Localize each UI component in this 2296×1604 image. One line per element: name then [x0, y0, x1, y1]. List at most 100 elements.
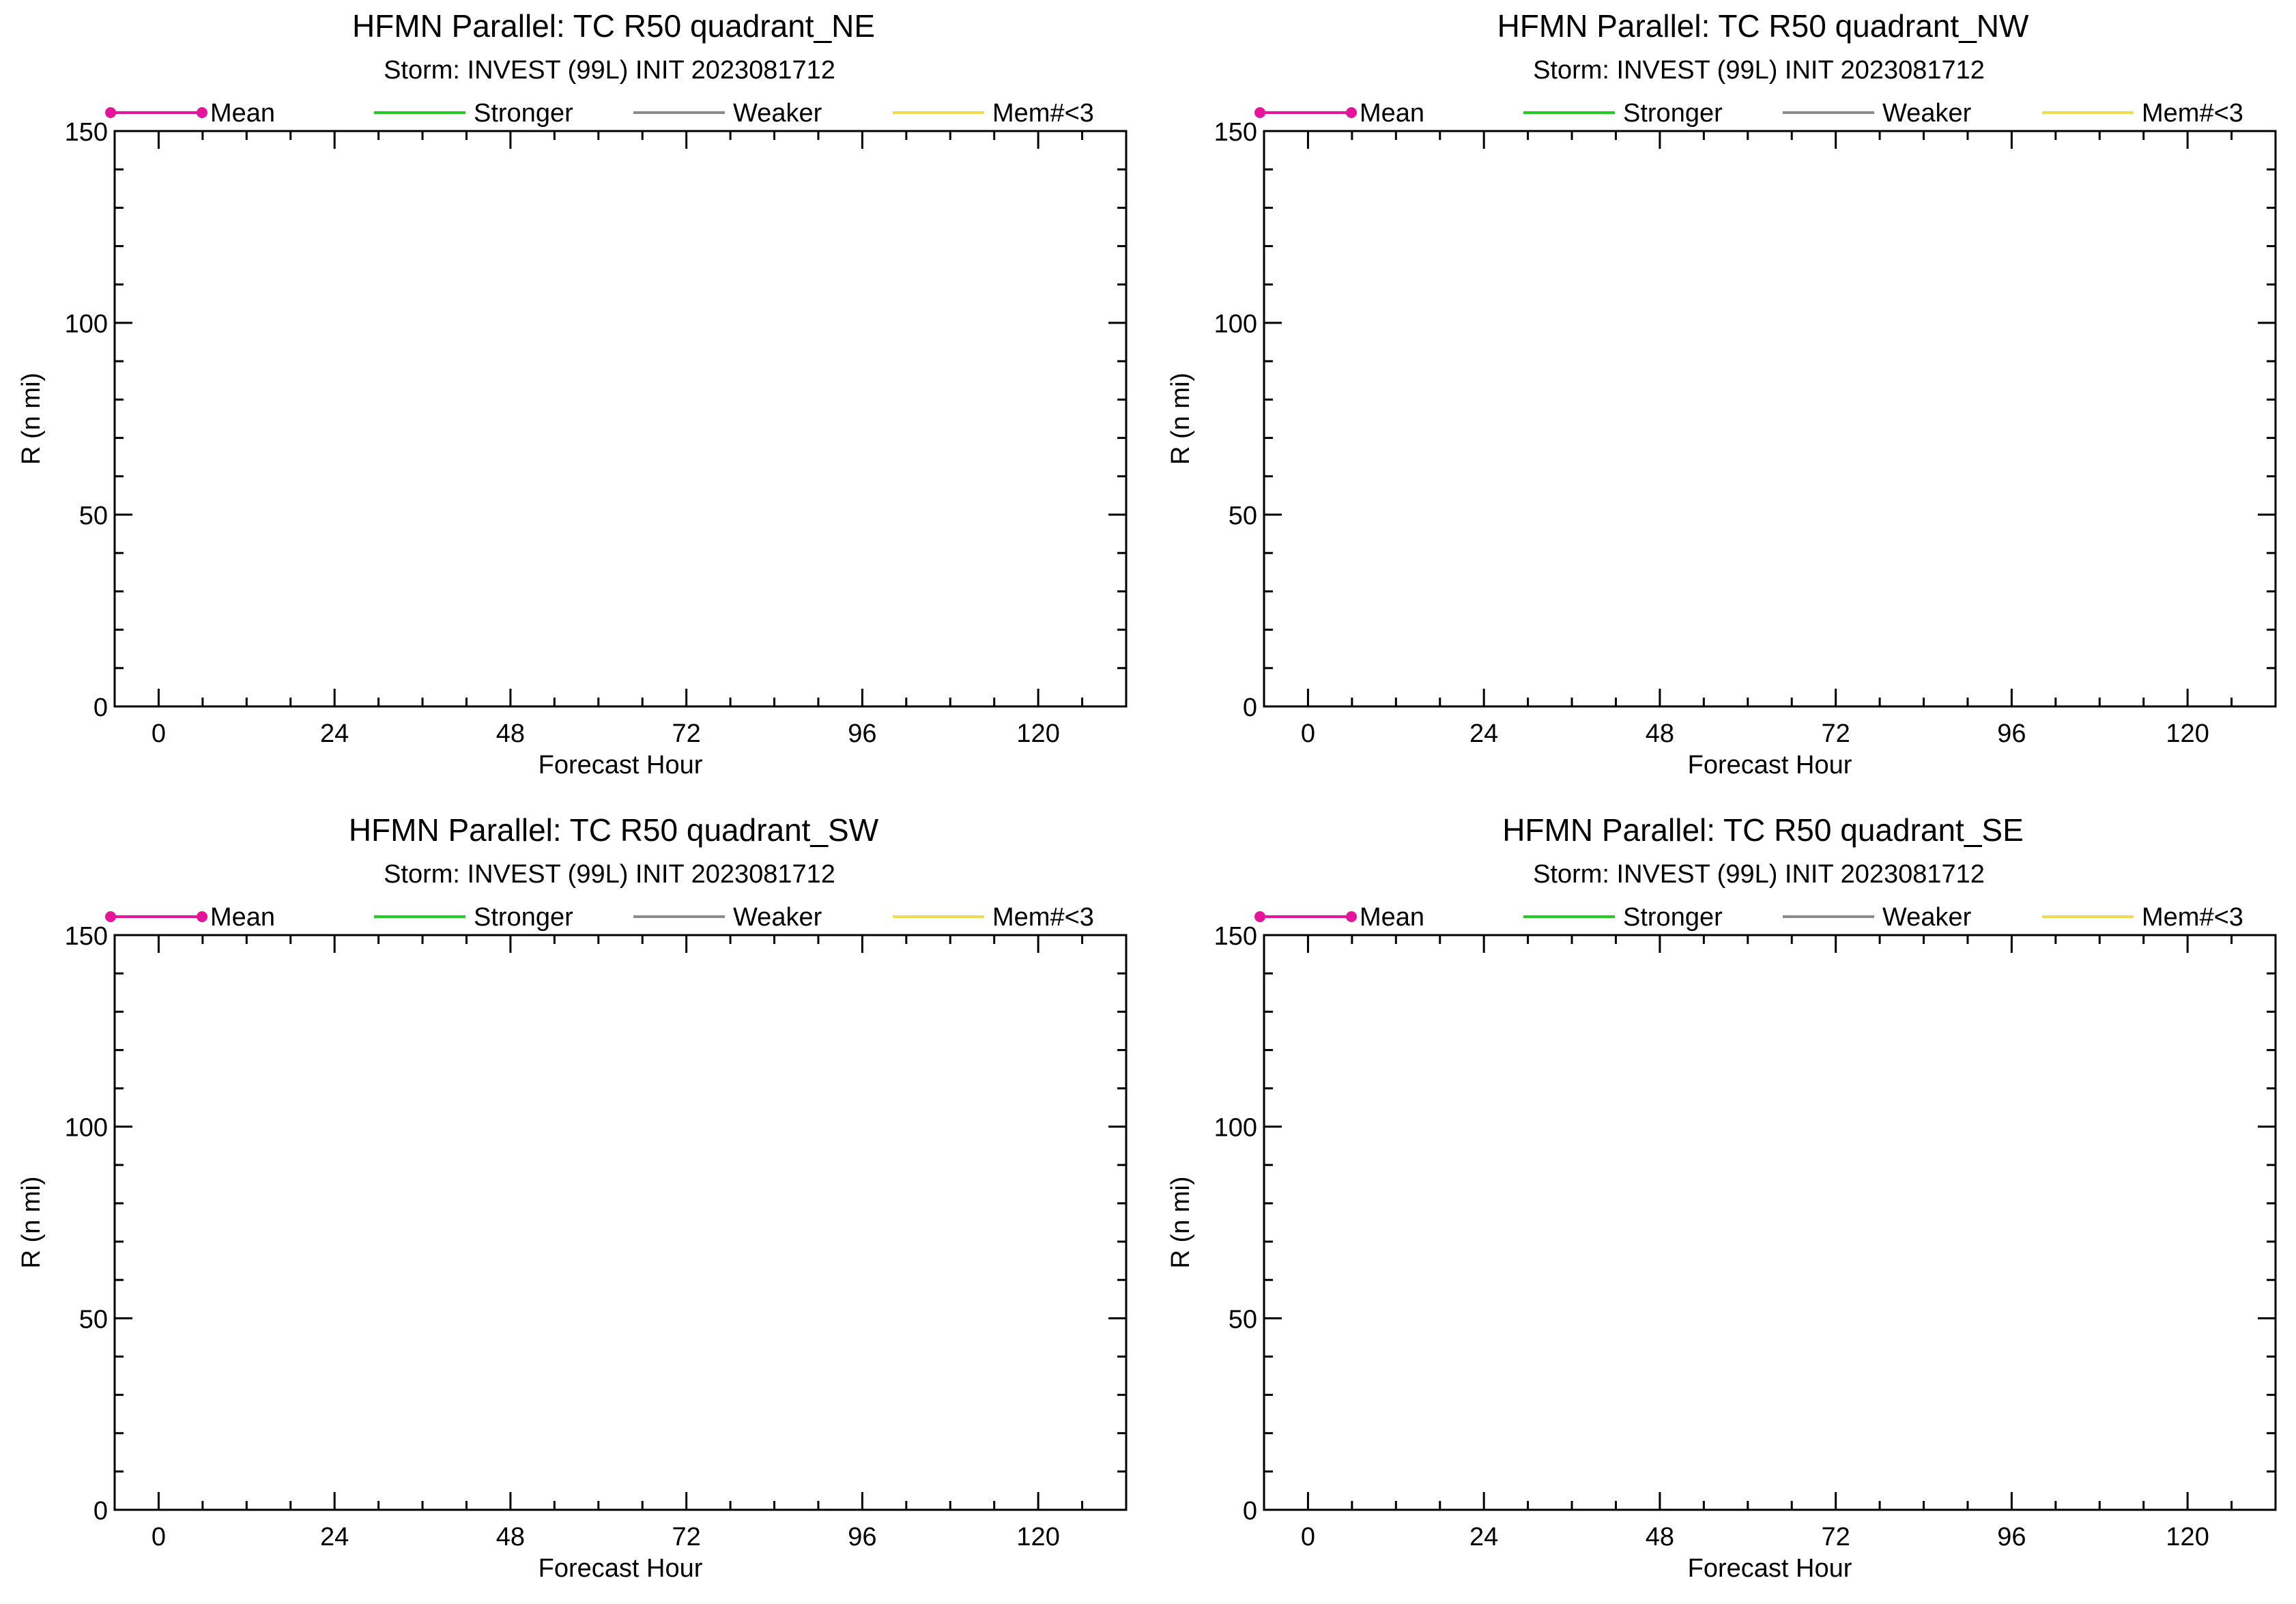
legend-marker: [1346, 911, 1357, 922]
legend-label: Weaker: [733, 903, 822, 932]
legend-entry-stronger: Stronger: [374, 903, 573, 932]
x-tick-label: 0: [1301, 1523, 1315, 1551]
x-tick-label: 48: [1646, 1523, 1674, 1551]
y-tick-label: 100: [1214, 1114, 1257, 1143]
x-tick-label: 0: [152, 719, 166, 748]
x-tick-label: 24: [1469, 1523, 1498, 1551]
y-tick-label: 50: [1229, 1305, 1257, 1334]
chart-title: HFMN Parallel: TC R50 quadrant_SE: [1502, 812, 2024, 848]
legend-label: Weaker: [1882, 99, 1972, 128]
legend-entry-mem-3: Mem#<3: [2042, 903, 2243, 932]
x-tick-label: 96: [1997, 1523, 2026, 1551]
y-axis-label: R (n mi): [1166, 373, 1195, 465]
x-axis-label: Forecast Hour: [539, 1554, 703, 1583]
chart-title: HFMN Parallel: TC R50 quadrant_NE: [352, 8, 875, 44]
x-tick-label: 48: [1646, 719, 1674, 748]
legend-label: Stronger: [474, 903, 573, 932]
chart-subtitle: Storm: INVEST (99L) INIT 2023081712: [1533, 860, 1985, 889]
legend-label: Mem#<3: [2142, 903, 2243, 932]
y-tick-label: 100: [1214, 310, 1257, 339]
legend-entry-mean: Mean: [1254, 99, 1424, 128]
legend-entry-weaker: Weaker: [633, 903, 822, 932]
legend-entry-mean: Mean: [1254, 903, 1424, 932]
legend-marker: [197, 911, 207, 922]
y-tick-label: 50: [1229, 502, 1257, 530]
legend-marker: [1254, 107, 1265, 118]
plot-frame: [1263, 934, 2277, 1511]
x-tick-label: 0: [1301, 719, 1315, 748]
x-tick-label: 72: [672, 719, 701, 748]
y-tick-label: 150: [65, 118, 108, 147]
y-tick-label: 150: [1214, 922, 1257, 951]
chart-subtitle: Storm: INVEST (99L) INIT 2023081712: [384, 56, 835, 85]
y-tick-label: 100: [65, 1114, 108, 1143]
x-tick-label: 72: [1822, 719, 1850, 748]
y-axis-label: R (n mi): [17, 1176, 46, 1268]
y-tick-label: 50: [79, 1305, 108, 1334]
x-tick-label: 120: [2166, 1523, 2209, 1551]
legend-label: Mem#<3: [992, 99, 1094, 128]
x-axis-label: Forecast Hour: [1688, 1554, 1852, 1583]
y-tick-label: 0: [1243, 693, 1257, 722]
legend-marker: [197, 107, 207, 118]
legend-marker: [105, 107, 116, 118]
legend-entry-weaker: Weaker: [1783, 99, 1972, 128]
legend-entry-stronger: Stronger: [1523, 99, 1723, 128]
x-tick-label: 72: [1822, 1523, 1850, 1551]
legend-marker: [1254, 911, 1265, 922]
legend-label: Weaker: [1882, 903, 1972, 932]
chart-panel-4: HFMN Parallel: TC R50 quadrant_SE Storm: …: [1166, 812, 2277, 1583]
x-tick-label: 48: [496, 719, 525, 748]
x-tick-label: 120: [1016, 1523, 1059, 1551]
y-tick-label: 100: [65, 310, 108, 339]
legend-marker: [105, 911, 116, 922]
legend-label: Mean: [210, 99, 275, 128]
x-tick-label: 0: [152, 1523, 166, 1551]
legend-marker: [1346, 107, 1357, 118]
x-tick-label: 96: [848, 1523, 876, 1551]
chart-panel-2: HFMN Parallel: TC R50 quadrant_NW Storm: …: [1166, 8, 2277, 779]
legend-entry-mem-3: Mem#<3: [893, 99, 1094, 128]
x-tick-label: 96: [848, 719, 876, 748]
legend-entry-mean: Mean: [105, 99, 275, 128]
x-tick-label: 24: [1469, 719, 1498, 748]
chart-panel-3: HFMN Parallel: TC R50 quadrant_SW Storm: …: [17, 812, 1128, 1583]
chart-subtitle: Storm: INVEST (99L) INIT 2023081712: [1533, 56, 1985, 85]
x-tick-label: 120: [1016, 719, 1059, 748]
x-axis-label: Forecast Hour: [539, 751, 703, 779]
chart-subtitle: Storm: INVEST (99L) INIT 2023081712: [384, 860, 835, 889]
legend-entry-mean: Mean: [105, 903, 275, 932]
legend-label: Stronger: [1623, 903, 1723, 932]
legend-label: Mean: [1360, 99, 1424, 128]
chart-panel-1: HFMN Parallel: TC R50 quadrant_NE Storm: …: [17, 8, 1128, 779]
y-tick-label: 150: [1214, 118, 1257, 147]
chart-title: HFMN Parallel: TC R50 quadrant_SW: [349, 812, 879, 848]
legend-entry-weaker: Weaker: [1783, 903, 1972, 932]
chart-title: HFMN Parallel: TC R50 quadrant_NW: [1497, 8, 2029, 44]
plot-frame: [1263, 130, 2277, 708]
legend-entry-stronger: Stronger: [1523, 903, 1723, 932]
y-tick-label: 0: [94, 693, 108, 722]
legend-label: Mean: [1360, 903, 1424, 932]
y-tick-label: 50: [79, 502, 108, 530]
x-tick-label: 48: [496, 1523, 525, 1551]
y-axis-label: R (n mi): [1166, 1176, 1195, 1268]
x-tick-label: 96: [1997, 719, 2026, 748]
y-tick-label: 150: [65, 922, 108, 951]
legend-entry-stronger: Stronger: [374, 99, 573, 128]
x-tick-label: 120: [2166, 719, 2209, 748]
legend-label: Mem#<3: [2142, 99, 2243, 128]
y-tick-label: 0: [94, 1497, 108, 1526]
x-tick-label: 24: [320, 1523, 349, 1551]
plot-frame: [113, 934, 1128, 1511]
legend-label: Weaker: [733, 99, 822, 128]
x-tick-label: 24: [320, 719, 349, 748]
plot-frame: [113, 130, 1128, 708]
y-tick-label: 0: [1243, 1497, 1257, 1526]
legend-label: Stronger: [474, 99, 573, 128]
legend-label: Stronger: [1623, 99, 1723, 128]
legend-label: Mem#<3: [992, 903, 1094, 932]
legend-label: Mean: [210, 903, 275, 932]
legend-entry-mem-3: Mem#<3: [2042, 99, 2243, 128]
